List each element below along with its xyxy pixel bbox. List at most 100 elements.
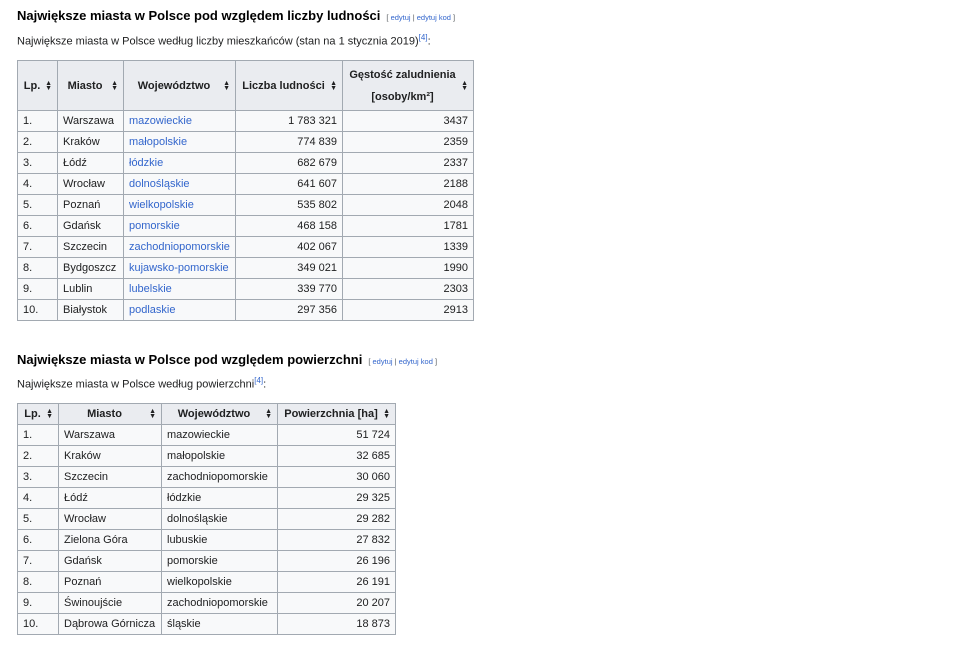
population-heading-text: Największe miasta w Polsce pod względem … bbox=[17, 8, 381, 23]
cell-miasto: Warszawa bbox=[57, 110, 124, 132]
cell-gestosc: 1339 bbox=[342, 236, 474, 258]
cell-powierzchnia: 20 207 bbox=[277, 592, 396, 614]
cell-wojewodztwo: łódzkie bbox=[123, 152, 236, 174]
population-intro-wrap: Największe miasta w Polsce według liczby… bbox=[17, 33, 431, 48]
sort-icon: ▲ ▼ bbox=[223, 79, 230, 92]
population-edit-link[interactable]: edytuj bbox=[390, 13, 411, 22]
table-row: 4. Wrocław dolnośląskie 641 607 2188 bbox=[17, 173, 474, 195]
cell-powierzchnia: 29 282 bbox=[277, 508, 396, 530]
cell-miasto: Kraków bbox=[57, 131, 124, 153]
wojewodztwo-link[interactable]: wielkopolskie bbox=[129, 199, 194, 211]
cell-lp: 6. bbox=[17, 529, 59, 551]
population-intro: Największe miasta w Polsce według liczby… bbox=[17, 33, 431, 48]
cell-liczba-ludnosci: 1 783 321 bbox=[235, 110, 343, 132]
table-row: 8. Bydgoszcz kujawsko-pomorskie 349 021 1990 bbox=[17, 257, 474, 279]
cell-gestosc: 2188 bbox=[342, 173, 474, 195]
area-edit-link[interactable]: edytuj bbox=[372, 357, 393, 366]
wojewodztwo-link[interactable]: lubelskie bbox=[129, 283, 172, 295]
col-header-miasto[interactable]: Miasto ▲ ▼ bbox=[57, 60, 124, 111]
table-row: 3. Łódź łódzkie 682 679 2337 bbox=[17, 152, 474, 174]
cell-gestosc: 2913 bbox=[342, 299, 474, 321]
cell-wojewodztwo: mazowieckie bbox=[161, 424, 278, 446]
sort-icon: ▲ ▼ bbox=[45, 79, 52, 92]
col-header-liczba-ludnosci[interactable]: Liczba ludności ▲ ▼ bbox=[235, 60, 343, 111]
cell-powierzchnia: 32 685 bbox=[277, 445, 396, 467]
cell-wojewodztwo: łódzkie bbox=[161, 487, 278, 509]
col-header-label: Gęstość zaludnienia bbox=[349, 68, 456, 81]
cell-lp: 3. bbox=[17, 152, 58, 174]
cell-wojewodztwo: małopolskie bbox=[123, 131, 236, 153]
wojewodztwo-link[interactable]: mazowieckie bbox=[129, 115, 192, 127]
col-header-lp[interactable]: Lp. ▲ ▼ bbox=[17, 403, 59, 425]
population-edit-source-link[interactable]: edytuj kod bbox=[416, 13, 451, 22]
cell-powierzchnia: 18 873 bbox=[277, 613, 396, 635]
table-row: 3. Szczecin zachodniopomorskie 30 060 bbox=[17, 466, 396, 488]
cell-gestosc: 3437 bbox=[342, 110, 474, 132]
wojewodztwo-link[interactable]: zachodniopomorskie bbox=[129, 241, 230, 253]
col-header-label: Lp. bbox=[24, 408, 41, 420]
cell-miasto: Białystok bbox=[57, 299, 124, 321]
table-header-row: Lp. ▲ ▼ Miasto ▲ ▼ Województwo ▲ ▼ Liczba ludn… bbox=[17, 60, 474, 111]
cell-gestosc: 1781 bbox=[342, 215, 474, 237]
cell-lp: 6. bbox=[17, 215, 58, 237]
cell-wojewodztwo: zachodniopomorskie bbox=[161, 466, 278, 488]
population-intro-colon: : bbox=[427, 35, 431, 48]
population-table: Lp. ▲ ▼ Miasto ▲ ▼ Województwo ▲ ▼ Liczba ludn… bbox=[17, 60, 474, 321]
cell-lp: 4. bbox=[17, 173, 58, 195]
col-header-powierzchnia[interactable]: Powierzchnia [ha] ▲ ▼ bbox=[277, 403, 396, 425]
edit-bracket-open: [ bbox=[386, 13, 389, 22]
area-table: Lp. ▲ ▼ Miasto ▲ ▼ Województwo ▲ ▼ Powierzchni… bbox=[17, 403, 396, 635]
area-ref-link[interactable]: [4] bbox=[254, 376, 264, 385]
table-row: 10. Białystok podlaskie 297 356 2913 bbox=[17, 299, 474, 321]
cell-lp: 8. bbox=[17, 257, 58, 279]
col-header-gestosc[interactable]: Gęstość zaludnienia [osoby/km²] ▲ ▼ bbox=[342, 60, 474, 111]
cell-powierzchnia: 27 832 bbox=[277, 529, 396, 551]
cell-miasto: Świnoujście bbox=[58, 592, 162, 614]
col-header-label: Województwo bbox=[137, 79, 211, 92]
cell-liczba-ludnosci: 349 021 bbox=[235, 257, 343, 279]
cell-lp: 4. bbox=[17, 487, 59, 509]
col-header-wojewodztwo[interactable]: Województwo ▲ ▼ bbox=[161, 403, 278, 425]
area-editlinks: [ edytuj | edytuj kod ] bbox=[368, 357, 437, 366]
population-section: Największe miasta w Polsce pod względem … bbox=[17, 8, 455, 23]
cell-miasto: Bydgoszcz bbox=[57, 257, 124, 279]
sort-icon: ▲ ▼ bbox=[461, 79, 468, 92]
table-row: 9. Lublin lubelskie 339 770 2303 bbox=[17, 278, 474, 300]
col-header-unit: [osoby/km²] bbox=[371, 90, 434, 103]
edit-bracket-open: [ bbox=[368, 357, 371, 366]
cell-gestosc: 2303 bbox=[342, 278, 474, 300]
cell-lp: 1. bbox=[17, 110, 58, 132]
cell-wojewodztwo: podlaskie bbox=[123, 299, 236, 321]
table-row: 1. Warszawa mazowieckie 51 724 bbox=[17, 424, 396, 446]
table-row: 6. Zielona Góra lubuskie 27 832 bbox=[17, 529, 396, 551]
area-intro-colon: : bbox=[263, 378, 267, 391]
cell-wojewodztwo: dolnośląskie bbox=[123, 173, 236, 195]
wojewodztwo-link[interactable]: małopolskie bbox=[129, 136, 188, 148]
table-row: 2. Kraków małopolskie 32 685 bbox=[17, 445, 396, 467]
wojewodztwo-link[interactable]: pomorskie bbox=[129, 220, 180, 232]
col-header-lp[interactable]: Lp. ▲ ▼ bbox=[17, 60, 58, 111]
population-ref-link[interactable]: [4] bbox=[418, 33, 428, 42]
sort-icon: ▲ ▼ bbox=[111, 79, 118, 92]
cell-lp: 7. bbox=[17, 550, 59, 572]
cell-miasto: Poznań bbox=[57, 194, 124, 216]
wojewodztwo-link[interactable]: łódzkie bbox=[129, 157, 164, 169]
wojewodztwo-link[interactable]: dolnośląskie bbox=[129, 178, 190, 190]
col-header-wojewodztwo[interactable]: Województwo ▲ ▼ bbox=[123, 60, 236, 111]
cell-wojewodztwo: zachodniopomorskie bbox=[161, 592, 278, 614]
cell-miasto: Lublin bbox=[57, 278, 124, 300]
area-heading: Największe miasta w Polsce pod względem … bbox=[17, 352, 437, 367]
cell-lp: 9. bbox=[17, 592, 59, 614]
wojewodztwo-link[interactable]: podlaskie bbox=[129, 304, 176, 316]
cell-powierzchnia: 26 196 bbox=[277, 550, 396, 572]
cell-lp: 2. bbox=[17, 131, 58, 153]
area-edit-source-link[interactable]: edytuj kod bbox=[398, 357, 433, 366]
col-header-label: Liczba ludności bbox=[242, 79, 325, 92]
area-intro-wrap: Największe miasta w Polsce według powier… bbox=[17, 376, 266, 391]
wojewodztwo-link[interactable]: kujawsko-pomorskie bbox=[129, 262, 229, 274]
cell-wojewodztwo: mazowieckie bbox=[123, 110, 236, 132]
col-header-miasto[interactable]: Miasto ▲ ▼ bbox=[58, 403, 162, 425]
cell-gestosc: 1990 bbox=[342, 257, 474, 279]
cell-lp: 3. bbox=[17, 466, 59, 488]
col-header-label: Województwo bbox=[177, 408, 251, 420]
